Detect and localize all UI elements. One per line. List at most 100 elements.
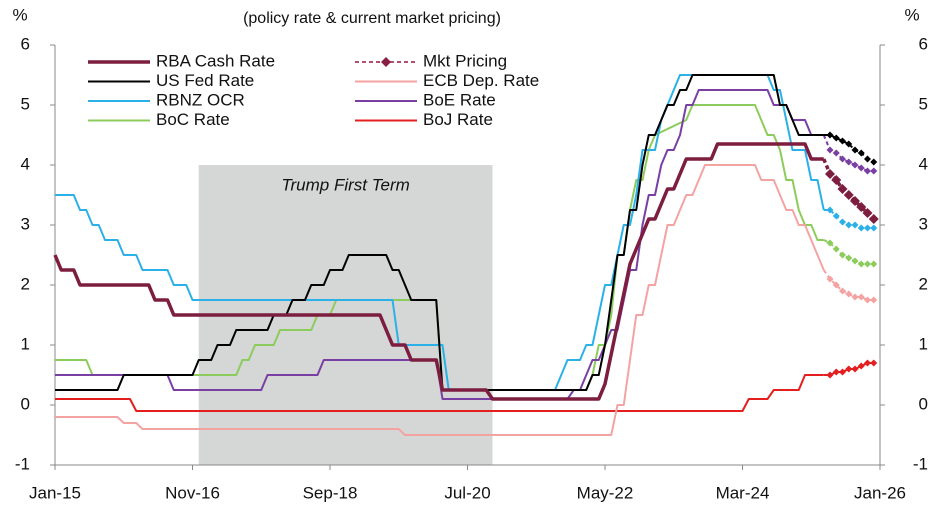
- series-line: [53, 142, 824, 401]
- pricing-marker: [832, 212, 840, 220]
- y-tick-label: 0: [21, 394, 30, 413]
- pricing-marker: [857, 149, 865, 157]
- pricing-marker: [845, 158, 853, 166]
- legend-label: RBNZ OCR: [156, 90, 245, 109]
- y2-tick-label: 5: [919, 94, 928, 113]
- y-tick-label: 2: [21, 274, 30, 293]
- pricing-marker: [851, 161, 859, 169]
- y2-tick-label: 2: [919, 274, 928, 293]
- legend-label: BoC Rate: [156, 110, 230, 129]
- pricing-marker: [864, 260, 871, 268]
- y2-tick-label: 6: [919, 34, 928, 53]
- legend-label: Mkt Pricing: [423, 51, 507, 70]
- pricing-marker: [832, 245, 840, 253]
- pricing-marker: [864, 167, 871, 175]
- legend-label: ECB Dep. Rate: [423, 71, 539, 90]
- pricing-marker: [851, 365, 859, 373]
- pricing-marker: [832, 149, 840, 157]
- pricing-marker: [864, 359, 871, 367]
- pricing-marker: [826, 146, 834, 154]
- pricing-marker: [832, 134, 840, 142]
- pricing-marker: [839, 137, 846, 145]
- y2-tick-label: 0: [919, 394, 928, 413]
- y-axis-label: %: [12, 5, 27, 24]
- y2-tick-label: -1: [913, 454, 928, 473]
- pricing-marker: [868, 214, 879, 224]
- pricing-marker: [864, 224, 871, 232]
- pricing-marker: [857, 260, 865, 268]
- pricing-marker: [870, 224, 878, 232]
- pricing-marker: [825, 169, 835, 179]
- pricing-marker: [839, 218, 846, 226]
- pricing-marker: [839, 287, 846, 295]
- pricing-marker: [831, 175, 842, 185]
- pricing-marker: [826, 206, 834, 214]
- pricing-marker: [870, 359, 878, 367]
- x-tick-label: Mar-24: [716, 483, 770, 502]
- line-layer: [53, 74, 879, 436]
- pricing-marker: [826, 275, 834, 283]
- pricing-marker: [837, 184, 848, 194]
- y-tick-label: 3: [21, 214, 30, 233]
- pricing-marker: [845, 221, 853, 229]
- pricing-marker: [870, 296, 878, 304]
- y-tick-label: -1: [15, 454, 30, 473]
- pricing-marker: [864, 296, 871, 304]
- x-tick-label: Jan-15: [29, 483, 81, 502]
- legend-label: RBA Cash Rate: [156, 51, 275, 70]
- x-tick-label: Sep-18: [303, 483, 358, 502]
- pricing-marker: [845, 365, 853, 373]
- pricing-marker: [839, 251, 846, 259]
- pricing-marker: [826, 131, 834, 139]
- pricing-marker: [839, 368, 846, 376]
- y-tick-label: 5: [21, 94, 30, 113]
- shade-label: Trump First Term: [281, 175, 409, 194]
- pricing-marker: [857, 293, 865, 301]
- chart-subtitle: (policy rate & current market pricing): [243, 10, 501, 27]
- pricing-marker: [832, 368, 840, 376]
- legend-label: US Fed Rate: [156, 71, 254, 90]
- pricing-marker: [864, 155, 871, 163]
- pricing-marker: [857, 362, 865, 370]
- legend-marker: [381, 57, 391, 67]
- pricing-marker: [857, 224, 865, 232]
- y-tick-label: 1: [21, 334, 30, 353]
- pricing-marker: [850, 196, 860, 206]
- pricing-marker: [851, 293, 859, 301]
- pricing-marker: [851, 221, 859, 229]
- pricing-marker: [862, 208, 873, 218]
- y2-tick-label: 3: [919, 214, 928, 233]
- x-tick-label: Jul-20: [444, 483, 490, 502]
- legend: RBA Cash Rate Mkt Pricing US Fed Rate ECB D…: [88, 51, 539, 129]
- pricing-marker: [870, 167, 878, 175]
- x-tick-label: Jan-26: [854, 483, 906, 502]
- pricing-marker: [870, 260, 878, 268]
- legend-label: BoJ Rate: [423, 110, 493, 129]
- pricing-marker: [826, 239, 834, 247]
- series-line: [55, 74, 824, 391]
- pricing-line: [822, 134, 874, 172]
- series-line: [55, 164, 825, 436]
- pricing-marker: [832, 281, 840, 289]
- x-tick-label: May-22: [577, 483, 634, 502]
- pricing-marker: [826, 371, 834, 379]
- pricing-marker: [870, 158, 878, 166]
- pricing-marker: [851, 257, 859, 265]
- pricing-marker: [856, 202, 867, 212]
- y-tick-label: 4: [21, 154, 30, 173]
- pricing-marker: [851, 146, 859, 154]
- y-tick-label: 6: [21, 34, 30, 53]
- legend-label: BoE Rate: [423, 90, 496, 109]
- pricing-marker: [845, 254, 853, 262]
- y2-axis-label: %: [904, 5, 919, 24]
- series-line: [55, 374, 824, 412]
- pricing-marker: [845, 140, 853, 148]
- pricing-marker: [839, 155, 846, 163]
- pricing-marker: [857, 164, 865, 172]
- series-line: [55, 74, 825, 391]
- x-tick-label: Nov-16: [165, 483, 220, 502]
- y2-tick-label: 1: [919, 334, 928, 353]
- y2-tick-label: 4: [919, 154, 928, 173]
- pricing-marker: [843, 190, 854, 200]
